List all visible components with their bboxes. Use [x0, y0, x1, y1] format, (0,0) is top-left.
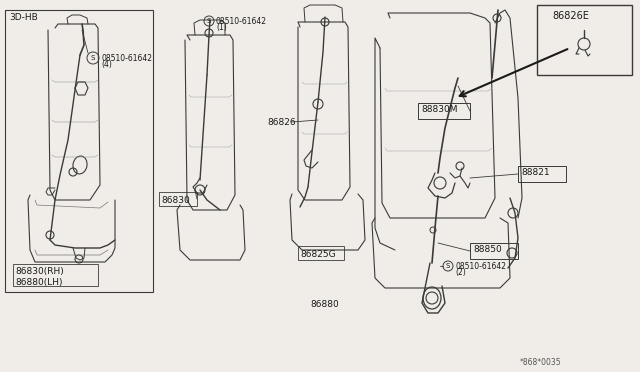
Text: 86830: 86830: [161, 196, 189, 205]
Text: (1): (1): [216, 23, 227, 32]
Text: 88830M: 88830M: [421, 105, 458, 114]
Text: 86880(LH): 86880(LH): [15, 278, 63, 287]
Bar: [159, 192, 197, 206]
Bar: [5, 10, 153, 292]
Text: 08510-61642: 08510-61642: [455, 262, 506, 271]
Bar: [518, 166, 566, 182]
Bar: [537, 5, 632, 75]
Text: S: S: [207, 18, 211, 24]
Text: 86830(RH): 86830(RH): [15, 267, 64, 276]
Text: S: S: [91, 55, 95, 61]
Text: 88850: 88850: [473, 245, 502, 254]
Text: 86825G: 86825G: [300, 250, 335, 259]
Text: (2): (2): [455, 268, 466, 277]
Text: (4): (4): [101, 60, 112, 69]
Bar: [13, 264, 98, 286]
Text: 86880: 86880: [310, 300, 339, 309]
Text: 3D-HB: 3D-HB: [9, 13, 38, 22]
Bar: [470, 243, 518, 259]
Text: 86826: 86826: [267, 118, 296, 127]
Text: 88821: 88821: [521, 168, 550, 177]
Text: S: S: [446, 263, 450, 269]
Bar: [298, 246, 344, 260]
Text: 08510-61642: 08510-61642: [101, 54, 152, 63]
Text: 86826E: 86826E: [552, 11, 589, 21]
Text: *868*0035: *868*0035: [520, 358, 562, 367]
Bar: [418, 103, 470, 119]
Text: 08510-61642: 08510-61642: [216, 17, 267, 26]
